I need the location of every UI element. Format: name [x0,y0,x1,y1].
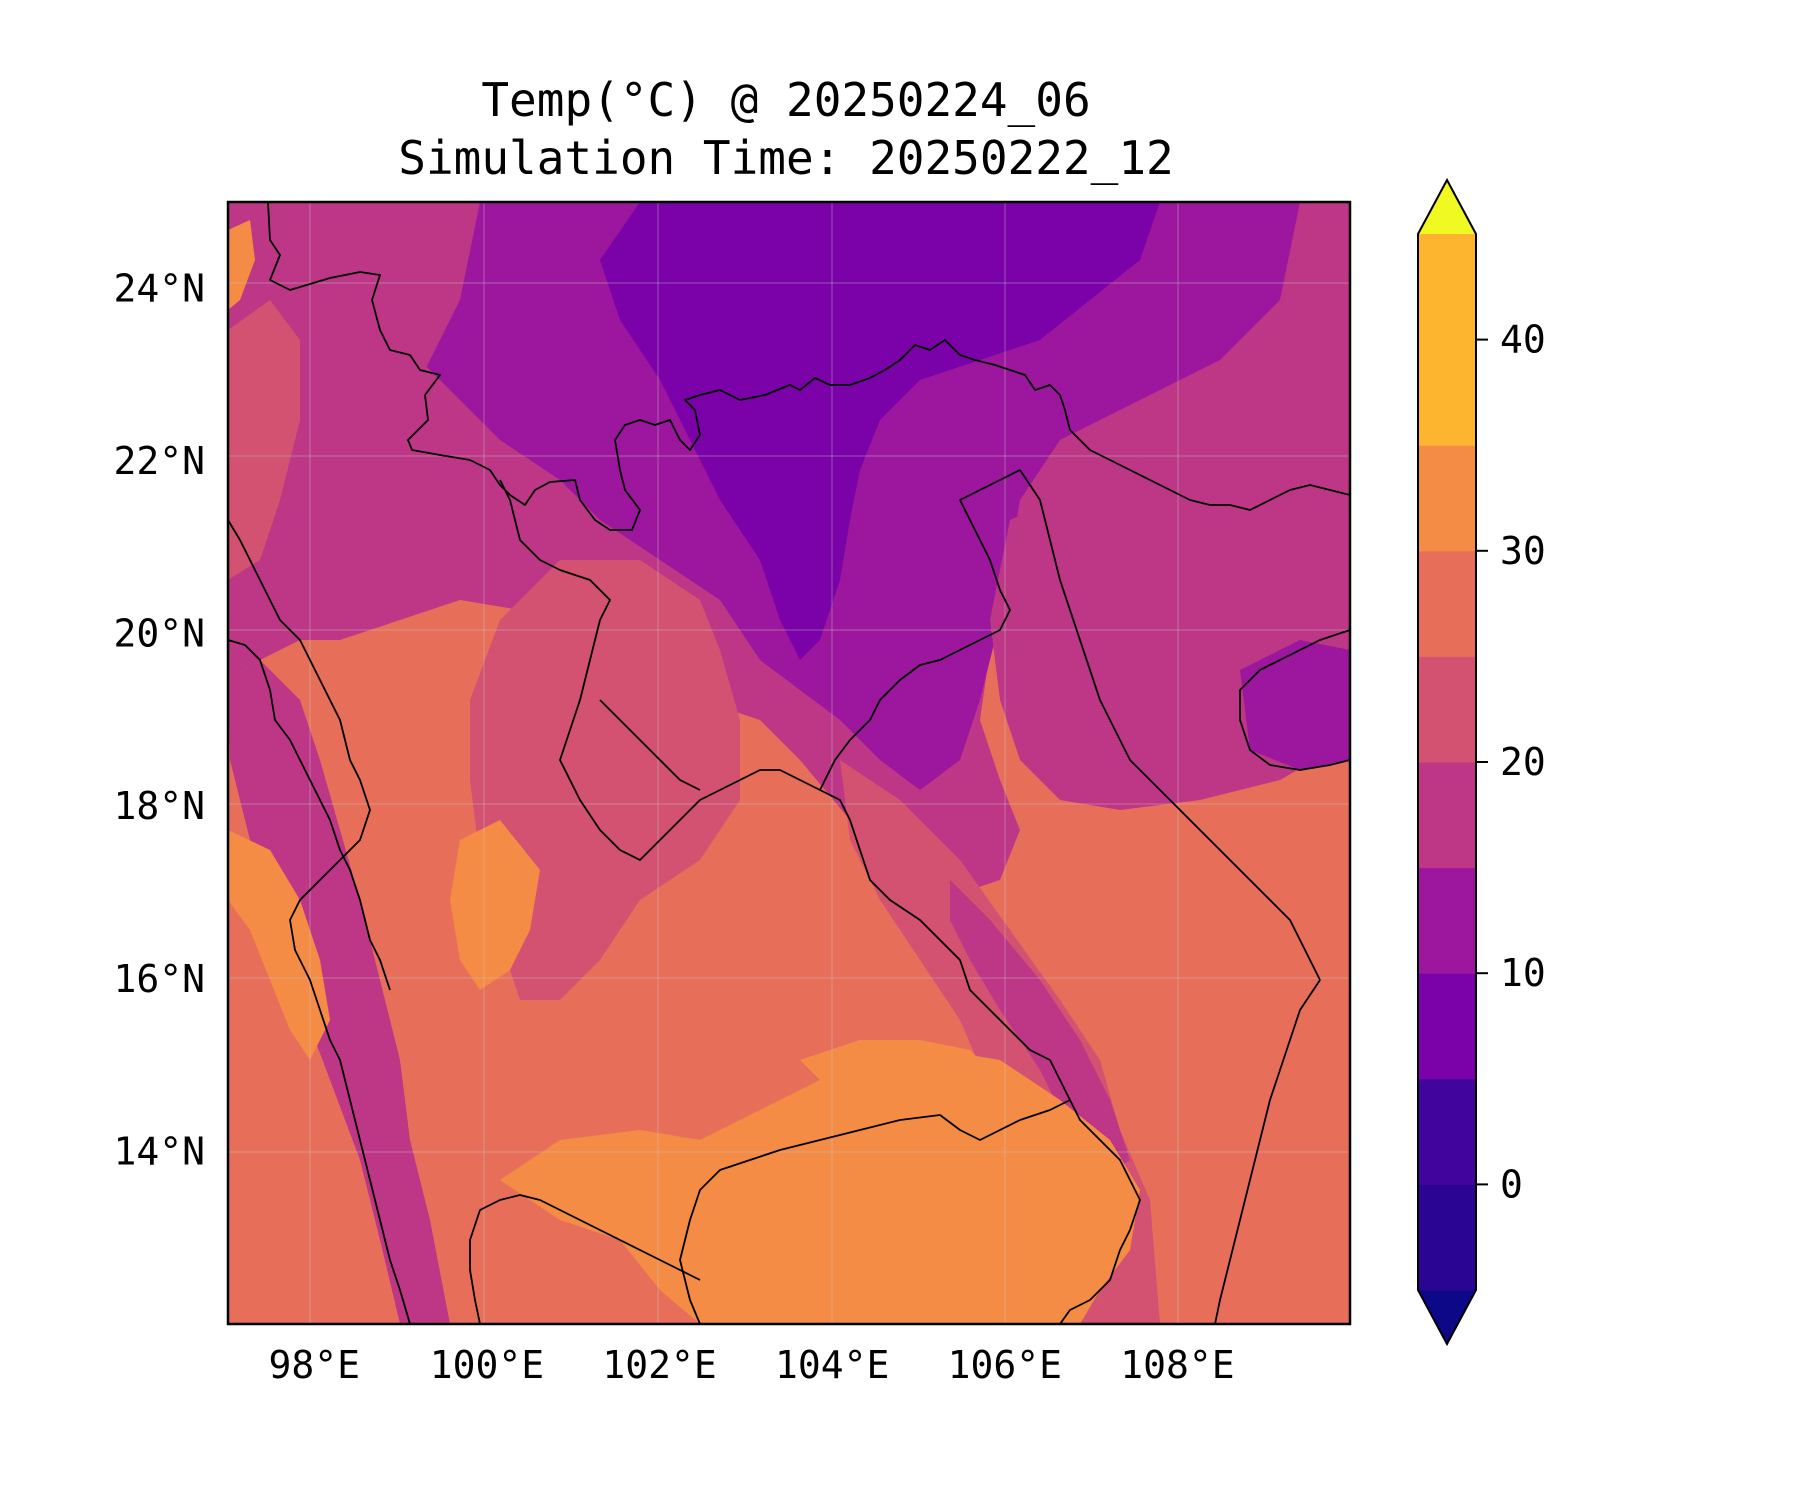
temperature-zone-hainan [1240,640,1350,770]
temperature-zone-north-cold [600,202,1160,660]
x-tick-label: 98°E [269,1343,361,1387]
x-tick-label: 100°E [430,1343,544,1387]
temperature-zone-central-warm [470,560,740,1000]
figure-title: Temp(°C) @ 20250224_06 [481,73,1090,127]
temperature-zone-west-mild [228,660,450,1324]
y-axis-tick-labels: 24°N 22°N 20°N 18°N 16°N 14°N [113,266,205,1173]
colorbar-bin [1418,234,1476,341]
colorbar [1417,177,1477,1347]
colorbar-tick-label: 30 [1500,529,1546,573]
colorbar-bin [1418,762,1476,869]
temperature-zone-annamite-mild [950,880,1130,1180]
figure-subtitle: Simulation Time: 20250222_12 [398,131,1173,185]
colorbar-tick-labels: 0 10 20 30 40 [1476,318,1546,1206]
temperature-zone-cambodia-hot [500,1050,1140,1324]
temperature-zone-korat-hot [450,820,540,990]
y-tick-label: 20°N [113,612,205,656]
x-axis-tick-labels: 98°E 100°E 102°E 104°E 106°E 108°E [269,1343,1235,1387]
temperature-zone-northwest-warm [228,300,300,580]
y-tick-label: 16°N [113,957,205,1001]
colorbar-bin [1418,867,1476,974]
temperature-map [228,202,1350,1324]
country-borders [228,202,1350,1324]
x-tick-label: 102°E [602,1343,716,1387]
colorbar-tick-label: 10 [1500,951,1546,995]
colorbar-bin [1418,1078,1476,1185]
colorbar-tick-label: 20 [1500,740,1546,784]
y-tick-label: 14°N [113,1129,205,1173]
temperature-zone-myanmar-coast-hot [228,830,330,1060]
colorbar-extend-min [1418,1290,1476,1344]
y-tick-label: 18°N [113,784,205,828]
y-tick-label: 24°N [113,266,205,310]
colorbar-bin [1418,445,1476,552]
map-frame [226,200,1352,1326]
temperature-zone-northwest-mild [228,202,480,620]
map-gridlines [228,202,1350,1324]
x-tick-label: 108°E [1120,1343,1234,1387]
colorbar-bin [1418,656,1476,763]
temperature-zone-east-plateau-hot [800,1040,1000,1110]
colorbar-bin [1418,1184,1476,1291]
colorbar-extend-max [1418,180,1476,234]
colorbar-tick-label: 0 [1500,1162,1523,1206]
y-tick-label: 22°N [113,439,205,483]
colorbar-bin [1418,339,1476,446]
temperature-zone-northwest-hot [228,220,255,310]
colorbar-bin [1418,550,1476,657]
colorbar-tick-label: 40 [1500,318,1546,362]
x-tick-label: 106°E [948,1343,1062,1387]
colorbar-bin [1418,973,1476,1080]
x-tick-label: 104°E [775,1343,889,1387]
colorbar-outline [1417,177,1477,1347]
